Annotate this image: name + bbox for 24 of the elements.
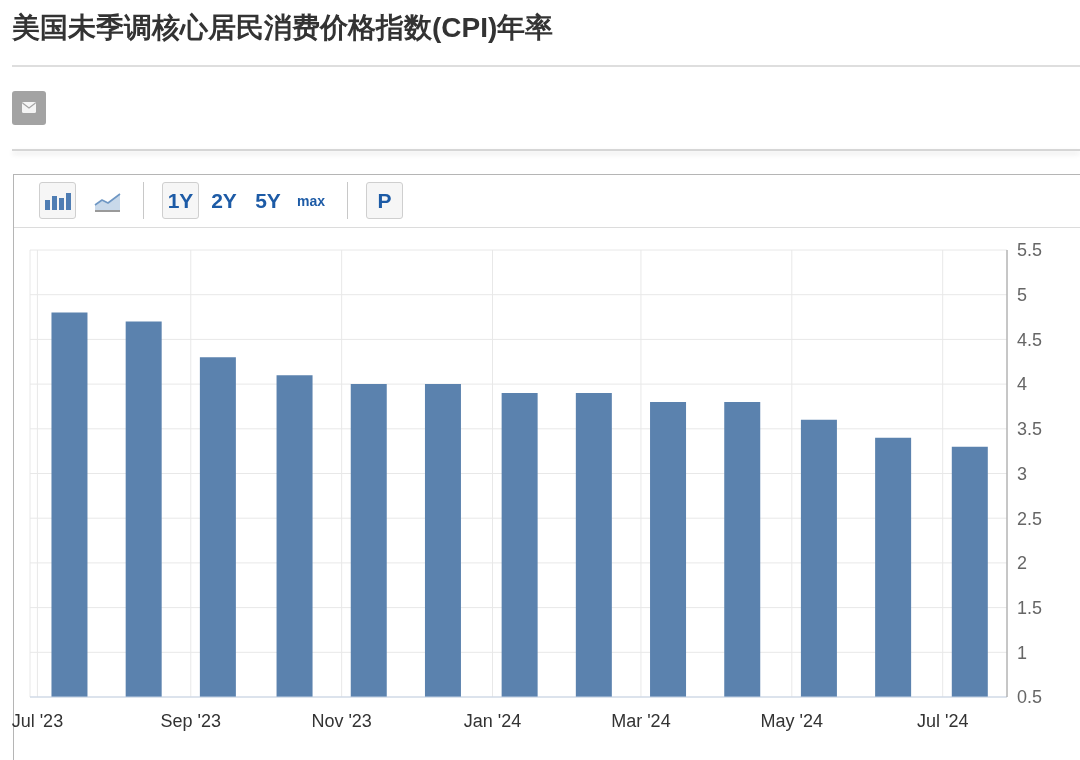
y-tick-label: 4 — [1017, 374, 1028, 395]
y-tick-label: 3 — [1017, 463, 1028, 484]
chart-title: 美国未季调核心居民消费价格指数(CPI)年率 — [12, 11, 554, 45]
x-tick-label: Jul '23 — [11, 710, 64, 731]
x-tick-label: Mar '24 — [611, 710, 671, 731]
x-tick-label: May '24 — [760, 710, 824, 731]
button: P — [366, 182, 403, 219]
y-tick-label: 4.5 — [1017, 329, 1043, 350]
x-tick-label: Sep '23 — [160, 710, 222, 731]
text: 5Y — [255, 188, 281, 213]
y-tick-label: 1.5 — [1017, 597, 1043, 618]
y-tick-label: 0.5 — [1017, 687, 1043, 708]
y-tick-label: 5.5 — [1017, 240, 1043, 261]
y-tick-label: 5 — [1017, 285, 1028, 306]
button: 1Y — [162, 182, 199, 219]
x-tick-label: Nov '23 — [311, 710, 372, 731]
x-tick-label: Jul '24 — [916, 710, 969, 731]
y-tick-label: 1 — [1017, 642, 1028, 663]
y-tick-label: 2 — [1017, 553, 1028, 574]
y-tick-label: 3.5 — [1017, 419, 1043, 440]
y-tick-label: 2.5 — [1017, 508, 1043, 529]
x-tick-label: Jan '24 — [463, 710, 522, 731]
text: 2Y — [211, 188, 237, 213]
text: max — [296, 192, 326, 209]
